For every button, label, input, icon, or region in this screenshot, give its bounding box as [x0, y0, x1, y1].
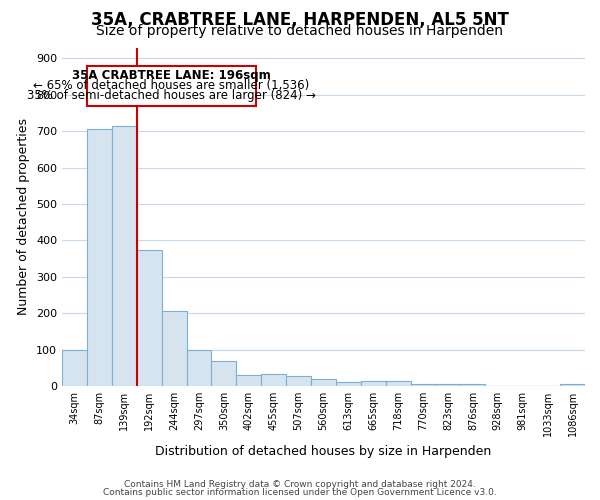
Bar	[62, 350, 87, 386]
Bar	[187, 350, 211, 386]
Text: Size of property relative to detached houses in Harpenden: Size of property relative to detached ho…	[97, 24, 503, 38]
Bar	[236, 375, 261, 386]
Text: ← 65% of detached houses are smaller (1,536): ← 65% of detached houses are smaller (1,…	[34, 79, 310, 92]
Bar	[311, 379, 336, 386]
Bar	[261, 374, 286, 386]
Text: 35A CRABTREE LANE: 196sqm: 35A CRABTREE LANE: 196sqm	[72, 69, 271, 82]
Bar	[410, 384, 436, 386]
Bar	[361, 380, 386, 386]
Bar	[286, 376, 311, 386]
Y-axis label: Number of detached properties: Number of detached properties	[17, 118, 31, 316]
Bar	[336, 382, 361, 386]
Bar	[560, 384, 585, 386]
Text: 35% of semi-detached houses are larger (824) →: 35% of semi-detached houses are larger (…	[27, 89, 316, 102]
X-axis label: Distribution of detached houses by size in Harpenden: Distribution of detached houses by size …	[155, 444, 491, 458]
Text: 35A, CRABTREE LANE, HARPENDEN, AL5 5NT: 35A, CRABTREE LANE, HARPENDEN, AL5 5NT	[91, 11, 509, 29]
Bar	[161, 312, 187, 386]
Text: Contains public sector information licensed under the Open Government Licence v3: Contains public sector information licen…	[103, 488, 497, 497]
FancyBboxPatch shape	[87, 66, 256, 106]
Bar	[87, 130, 112, 386]
Text: Contains HM Land Registry data © Crown copyright and database right 2024.: Contains HM Land Registry data © Crown c…	[124, 480, 476, 489]
Bar	[112, 126, 137, 386]
Bar	[211, 360, 236, 386]
Bar	[460, 384, 485, 386]
Bar	[436, 384, 460, 386]
Bar	[386, 380, 410, 386]
Bar	[137, 250, 161, 386]
